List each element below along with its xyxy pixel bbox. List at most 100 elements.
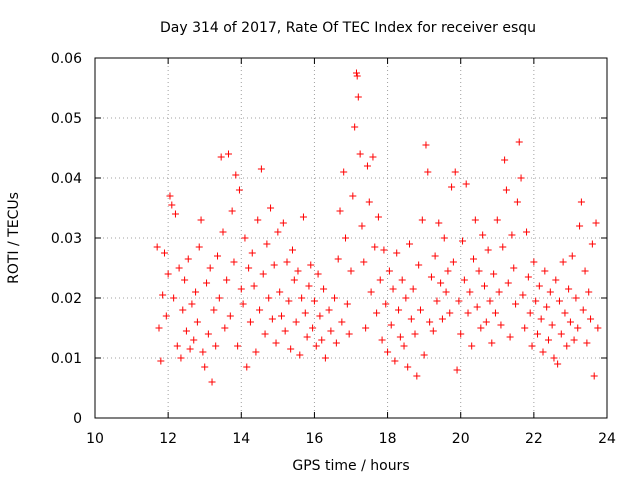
data-point bbox=[541, 267, 549, 275]
data-point bbox=[228, 207, 236, 215]
data-point bbox=[369, 153, 377, 161]
data-point bbox=[471, 216, 479, 224]
data-point bbox=[309, 324, 317, 332]
data-point bbox=[230, 258, 238, 266]
data-point bbox=[497, 321, 505, 329]
data-point bbox=[411, 330, 419, 338]
data-point bbox=[585, 288, 593, 296]
data-point bbox=[358, 222, 366, 230]
y-axis-ticks: 0 0.01 0.02 0.03 0.04 0.05 0.06 bbox=[51, 51, 607, 427]
data-point bbox=[296, 351, 304, 359]
data-point bbox=[305, 282, 313, 290]
data-point bbox=[446, 309, 454, 317]
data-point bbox=[294, 267, 302, 275]
data-point bbox=[477, 324, 485, 332]
data-point bbox=[583, 339, 591, 347]
data-point bbox=[393, 249, 401, 257]
data-point bbox=[555, 297, 563, 305]
data-point bbox=[515, 138, 523, 146]
data-point bbox=[239, 300, 247, 308]
data-point bbox=[221, 324, 229, 332]
data-point bbox=[442, 288, 450, 296]
data-point bbox=[342, 234, 350, 242]
data-point bbox=[559, 258, 567, 266]
data-point bbox=[164, 270, 172, 278]
data-point bbox=[267, 204, 275, 212]
data-point bbox=[345, 330, 353, 338]
data-point bbox=[254, 216, 262, 224]
data-point bbox=[287, 345, 295, 353]
data-point bbox=[181, 276, 189, 284]
data-point bbox=[453, 366, 461, 374]
data-point bbox=[197, 216, 205, 224]
data-point bbox=[201, 363, 209, 371]
data-point bbox=[501, 156, 509, 164]
data-point bbox=[314, 270, 322, 278]
data-point bbox=[550, 354, 558, 362]
data-point bbox=[464, 309, 472, 317]
data-point bbox=[281, 327, 289, 335]
data-point bbox=[367, 288, 375, 296]
data-point bbox=[475, 267, 483, 275]
data-point bbox=[261, 330, 269, 338]
data-point bbox=[356, 150, 364, 158]
x-tick-label: 24 bbox=[598, 431, 616, 447]
data-point bbox=[327, 327, 335, 335]
data-point bbox=[173, 342, 181, 350]
data-point bbox=[537, 315, 545, 323]
data-point bbox=[387, 321, 395, 329]
data-point bbox=[208, 378, 216, 386]
data-point bbox=[268, 315, 276, 323]
data-point bbox=[437, 279, 445, 287]
data-point bbox=[508, 231, 516, 239]
data-point bbox=[190, 336, 198, 344]
data-point bbox=[473, 303, 481, 311]
data-point bbox=[426, 318, 434, 326]
data-point bbox=[451, 168, 459, 176]
x-tick-label: 14 bbox=[232, 431, 250, 447]
data-point bbox=[175, 264, 183, 272]
data-point bbox=[248, 249, 256, 257]
data-point bbox=[480, 282, 488, 290]
data-point bbox=[279, 219, 287, 227]
data-point bbox=[219, 228, 227, 236]
data-point bbox=[395, 306, 403, 314]
data-point bbox=[252, 348, 260, 356]
data-point bbox=[316, 312, 324, 320]
data-point bbox=[491, 309, 499, 317]
data-point bbox=[380, 246, 388, 254]
data-point bbox=[272, 339, 280, 347]
data-point bbox=[193, 318, 201, 326]
data-point bbox=[504, 279, 512, 287]
data-point bbox=[554, 360, 562, 368]
data-point bbox=[539, 348, 547, 356]
data-point bbox=[435, 219, 443, 227]
data-point bbox=[484, 246, 492, 254]
data-point bbox=[528, 342, 536, 350]
data-point bbox=[396, 333, 404, 341]
data-point bbox=[288, 246, 296, 254]
data-point bbox=[594, 324, 602, 332]
x-tick-label: 10 bbox=[86, 431, 104, 447]
data-point bbox=[320, 285, 328, 293]
data-point bbox=[352, 69, 360, 77]
data-point bbox=[241, 234, 249, 242]
data-point bbox=[217, 153, 225, 161]
x-tick-label: 12 bbox=[159, 431, 177, 447]
data-point bbox=[457, 330, 465, 338]
data-point bbox=[402, 294, 410, 302]
data-point bbox=[462, 180, 470, 188]
data-point bbox=[235, 186, 243, 194]
data-point bbox=[353, 72, 361, 80]
data-point bbox=[307, 261, 315, 269]
data-point bbox=[188, 300, 196, 308]
data-point bbox=[212, 342, 220, 350]
data-point bbox=[459, 237, 467, 245]
data-point bbox=[215, 294, 223, 302]
data-point bbox=[579, 306, 587, 314]
data-point bbox=[460, 276, 468, 284]
data-point bbox=[338, 318, 346, 326]
y-tick-label: 0.04 bbox=[51, 171, 82, 187]
data-point bbox=[534, 330, 542, 338]
x-tick-label: 16 bbox=[306, 431, 324, 447]
